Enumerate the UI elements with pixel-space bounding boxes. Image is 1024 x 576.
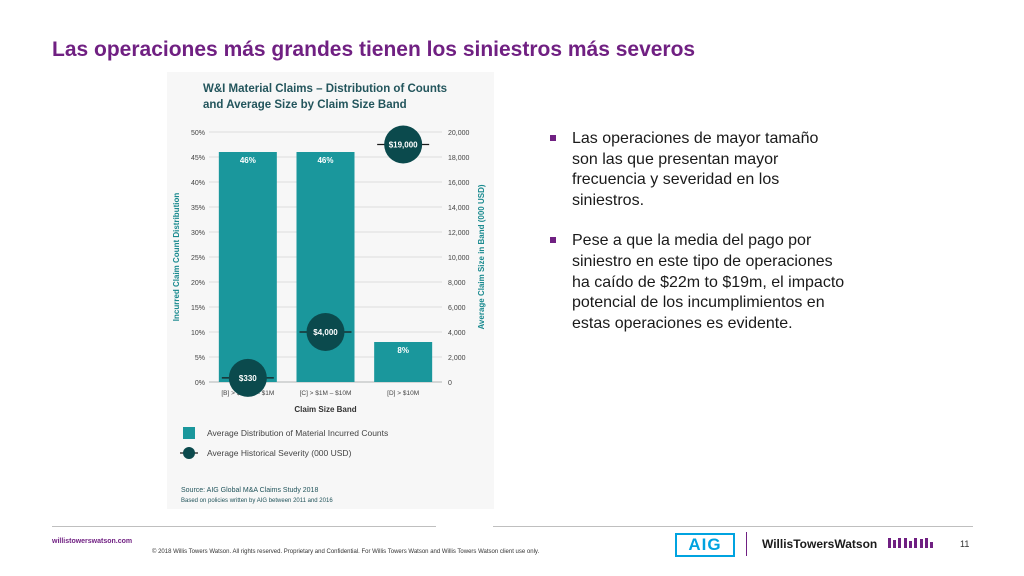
bar-data-label: 46% (317, 156, 333, 165)
bullet-text: Las operaciones de mayor tamaño son las … (572, 130, 819, 209)
bullet-item: Pese a que la media del pago por siniest… (548, 231, 848, 334)
footer-site-link[interactable]: willistowerswatson.com (52, 538, 133, 545)
left-tick-label: 0% (195, 380, 205, 387)
left-tick-label: 40% (191, 180, 205, 187)
aig-logo: AIG (675, 533, 735, 557)
chart-title-line: and Average Size by Claim Size Band (203, 99, 407, 111)
right-tick-label: 18,000 (448, 155, 470, 162)
legend-marker-circle (183, 447, 195, 459)
left-tick-label: 45% (191, 155, 205, 162)
chart-title-line: W&I Material Claims – Distribution of Co… (203, 83, 447, 95)
page-number: 11 (960, 539, 970, 549)
left-tick-label: 25% (191, 255, 205, 262)
right-tick-label: 6,000 (448, 305, 466, 312)
legend-bar-swatch (183, 427, 195, 439)
y-axis-left-title: Incurred Claim Count Distribution (172, 193, 181, 322)
marker-data-label: $4,000 (313, 328, 338, 337)
right-tick-label: 12,000 (448, 230, 470, 237)
right-tick-label: 14,000 (448, 205, 470, 212)
right-tick-label: 0 (448, 380, 452, 387)
marker-data-label: $330 (239, 374, 257, 383)
right-tick-label: 20,000 (448, 130, 470, 137)
footer-divider (493, 526, 973, 527)
right-tick-label: 8,000 (448, 280, 466, 287)
footer-divider (52, 526, 436, 527)
right-tick-label: 10,000 (448, 255, 470, 262)
right-tick-label: 16,000 (448, 180, 470, 187)
marker-data-label: $19,000 (389, 141, 418, 150)
bullet-list: Las operaciones de mayor tamaño son las … (548, 129, 848, 334)
marker-circle (306, 313, 345, 351)
marker-circle (228, 358, 267, 397)
x-axis-title: Claim Size Band (294, 405, 356, 414)
bar (218, 152, 277, 382)
bullet-text: Pese a que la media del pago por siniest… (572, 232, 845, 332)
bar-data-label: 46% (240, 156, 256, 165)
bullet-square-icon (550, 135, 556, 141)
legend-label: Average Historical Severity (000 USD) (207, 448, 352, 458)
left-tick-label: 10% (191, 330, 205, 337)
y-axis-right-title: Average Claim Size in Band (000 USD) (477, 184, 486, 329)
bullet-square-icon (550, 237, 556, 244)
footer-copyright: © 2018 Willis Towers Watson. All rights … (152, 549, 540, 555)
left-tick-label: 20% (191, 280, 205, 287)
left-tick-label: 15% (191, 305, 205, 312)
wtw-mark-icon (888, 538, 933, 548)
left-tick-label: 50% (191, 130, 205, 137)
chart-panel: W&I Material Claims – Distribution of Co… (167, 72, 494, 509)
page-title: Las operaciones más grandes tienen los s… (52, 38, 696, 61)
chart-source: Source: AIG Global M&A Claims Study 2018 (181, 487, 318, 494)
bar-data-label: 8% (397, 346, 409, 355)
left-tick-label: 35% (191, 205, 205, 212)
right-tick-label: 2,000 (448, 355, 466, 362)
bar (374, 342, 433, 382)
category-tick-label: [D] > $10M (387, 390, 419, 397)
claims-chart: W&I Material Claims – Distribution of Co… (172, 83, 486, 504)
bullet-item: Las operaciones de mayor tamaño son las … (548, 129, 848, 211)
legend-label: Average Distribution of Material Incurre… (207, 428, 388, 438)
right-tick-label: 4,000 (448, 330, 466, 337)
logo-divider (746, 532, 747, 556)
category-tick-label: [C] > $1M – $10M (300, 390, 352, 397)
chart-source-note: Based on policies written by AIG between… (181, 498, 333, 504)
marker-circle (384, 125, 423, 164)
wtw-logo: WillisTowersWatson (762, 537, 878, 551)
left-tick-label: 5% (195, 355, 205, 362)
left-tick-label: 30% (191, 230, 205, 237)
